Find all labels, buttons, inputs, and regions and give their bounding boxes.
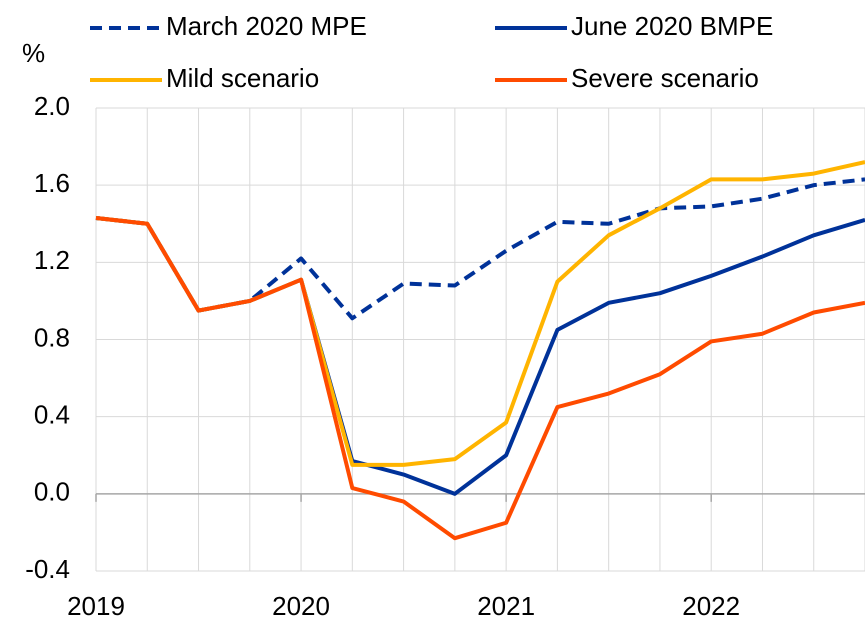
y-tick-label: -0.4 <box>25 554 70 584</box>
y-tick-label: 1.6 <box>34 168 70 198</box>
legend-label: Mild scenario <box>166 63 319 93</box>
y-tick-label: 0.4 <box>34 400 70 430</box>
legend-label: Severe scenario <box>571 63 759 93</box>
x-tick-label: 2019 <box>67 591 125 621</box>
y-tick-label: 0.0 <box>34 477 70 507</box>
x-tick-label: 2022 <box>682 591 740 621</box>
x-tick-label: 2021 <box>477 591 535 621</box>
y-tick-label: 2.0 <box>34 91 70 121</box>
x-tick-label: 2020 <box>272 591 330 621</box>
y-tick-label: 1.2 <box>34 245 70 275</box>
series-line <box>95 160 865 467</box>
series-line <box>95 215 865 496</box>
legend-label: March 2020 MPE <box>166 11 367 41</box>
series-line <box>95 215 865 541</box>
y-tick-label: 0.8 <box>34 322 70 352</box>
y-axis-label: % <box>22 38 45 68</box>
legend-label: June 2020 BMPE <box>571 11 773 41</box>
series-line <box>95 177 865 321</box>
